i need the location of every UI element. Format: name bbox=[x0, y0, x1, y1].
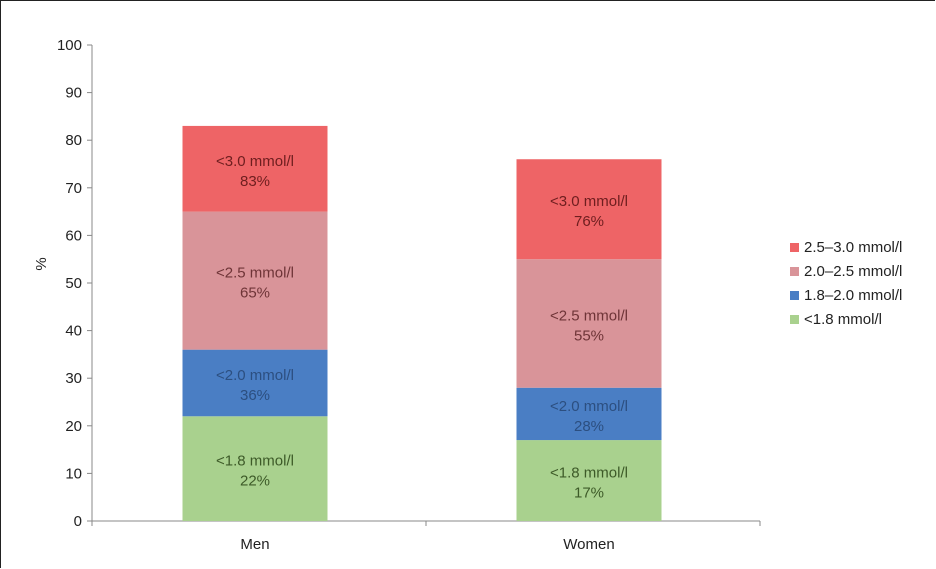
legend-swatch bbox=[790, 243, 799, 252]
bar-segment bbox=[516, 440, 662, 521]
y-tick-label: 20 bbox=[65, 418, 82, 435]
segment-value-label: 55% bbox=[574, 327, 604, 344]
segment-threshold-label: <3.0 mmol/l bbox=[550, 193, 628, 210]
y-tick-label: 70 bbox=[65, 180, 82, 197]
legend-swatch bbox=[790, 267, 799, 276]
segment-value-label: 76% bbox=[574, 213, 604, 230]
segment-threshold-label: <1.8 mmol/l bbox=[550, 465, 628, 482]
legend-entry-label: 1.8–2.0 mmol/l bbox=[804, 287, 902, 304]
segment-threshold-label: <3.0 mmol/l bbox=[216, 153, 294, 170]
bar-segment bbox=[182, 416, 328, 521]
legend: 2.5–3.0 mmol/l 2.0–2.5 mmol/l 1.8–2.0 mmol… bbox=[790, 239, 902, 328]
legend-entry-label: <1.8 mmol/l bbox=[804, 311, 882, 328]
legend-entry-label: 2.5–3.0 mmol/l bbox=[804, 239, 902, 256]
y-axis-label: % bbox=[33, 257, 50, 270]
y-tick-label: 100 bbox=[57, 37, 82, 54]
segment-value-label: 36% bbox=[240, 387, 270, 404]
x-axis: Men Women bbox=[91, 520, 761, 553]
segment-threshold-label: <1.8 mmol/l bbox=[216, 453, 294, 470]
legend-swatch bbox=[790, 315, 799, 324]
segment-threshold-label: <2.5 mmol/l bbox=[550, 307, 628, 324]
y-tick-label: 10 bbox=[65, 465, 82, 482]
legend-swatch bbox=[790, 291, 799, 300]
x-category-label: Women bbox=[563, 536, 614, 553]
bar-segment bbox=[182, 211, 328, 350]
segment-labels: <1.8 mmol/l 22% <2.0 mmol/l 36% <2.5 mmol/l 6… bbox=[216, 153, 628, 502]
y-tick-label: 90 bbox=[65, 85, 82, 102]
segment-threshold-label: <2.0 mmol/l bbox=[216, 367, 294, 384]
y-tick-label: 40 bbox=[65, 323, 82, 340]
segment-threshold-label: <2.5 mmol/l bbox=[216, 265, 294, 282]
bar-segment bbox=[182, 349, 328, 417]
segment-value-label: 65% bbox=[240, 285, 270, 302]
y-tick-label: 30 bbox=[65, 370, 82, 387]
y-tick-label: 0 bbox=[74, 513, 82, 530]
bar-segment bbox=[516, 387, 662, 441]
x-category-label: Men bbox=[240, 536, 269, 553]
segment-value-label: 83% bbox=[240, 173, 270, 190]
y-tick-label: 60 bbox=[65, 227, 82, 244]
bar-segment bbox=[516, 159, 662, 260]
bars bbox=[182, 125, 662, 521]
bar-segment bbox=[182, 125, 328, 212]
legend-entry-label: 2.0–2.5 mmol/l bbox=[804, 263, 902, 280]
segment-value-label: 22% bbox=[240, 473, 270, 490]
y-tick-label: 50 bbox=[65, 275, 82, 292]
segment-value-label: 17% bbox=[574, 485, 604, 502]
y-axis: 0 10 20 30 40 50 60 70 80 90 100 bbox=[57, 37, 93, 530]
segment-threshold-label: <2.0 mmol/l bbox=[550, 398, 628, 415]
segment-value-label: 28% bbox=[574, 418, 604, 435]
bar-segment bbox=[516, 259, 662, 388]
y-tick-label: 80 bbox=[65, 132, 82, 149]
